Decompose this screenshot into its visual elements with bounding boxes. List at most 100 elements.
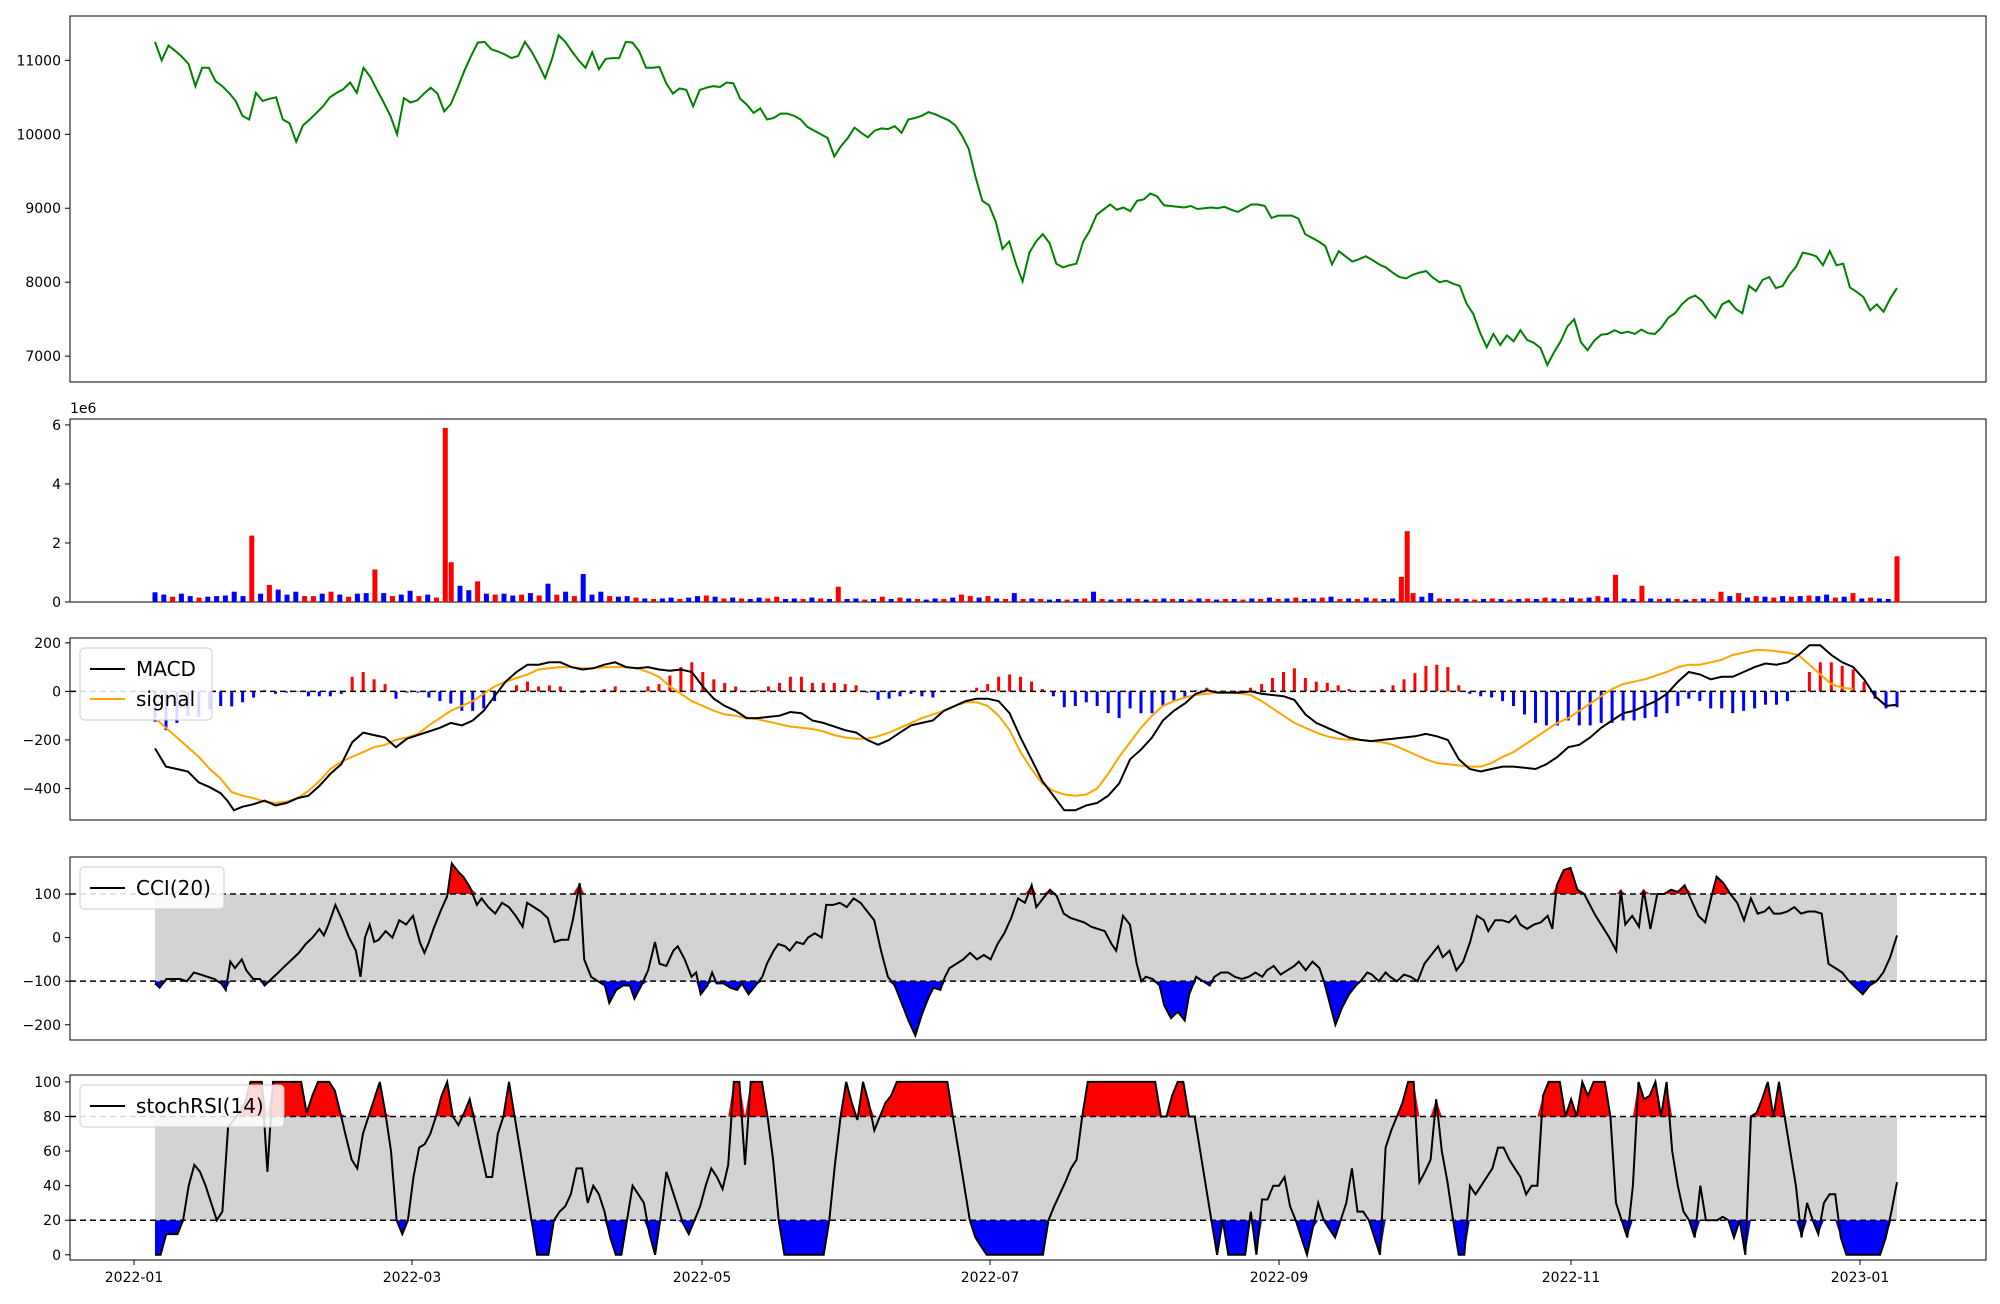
macd-histogram-bar <box>1457 685 1461 692</box>
volume-bar <box>240 596 246 602</box>
volume-bar <box>906 598 912 602</box>
volume-bar <box>747 599 753 602</box>
macd-histogram-bar <box>460 691 464 711</box>
volume-bar <box>1275 599 1281 602</box>
volume-bar <box>1064 599 1070 602</box>
volume-bar <box>434 597 439 602</box>
macd-histogram-bar <box>405 691 409 693</box>
macd-histogram-bar <box>810 682 814 692</box>
y-tick-label: 6 <box>52 418 61 434</box>
y-tick-label: −100 <box>23 974 61 990</box>
macd-histogram-bar <box>679 667 683 692</box>
macd-histogram-bar <box>788 676 792 692</box>
volume-bar <box>1284 598 1290 602</box>
volume-bar <box>1824 594 1830 602</box>
volume-bar <box>1595 596 1601 602</box>
volume-bar <box>1161 598 1167 602</box>
volume-bar <box>1797 596 1803 602</box>
volume-bar <box>1143 599 1149 602</box>
volume-bar <box>1472 599 1478 602</box>
volume-bar <box>381 593 387 602</box>
volume-bar <box>1310 598 1316 602</box>
macd-histogram-bar <box>723 682 727 692</box>
macd-histogram-bar <box>799 676 803 692</box>
y-tick-label: 0 <box>52 595 61 611</box>
volume-bar <box>1876 598 1882 602</box>
volume-bar <box>1806 595 1812 602</box>
volume-bar <box>1569 597 1574 602</box>
volume-bar <box>1205 599 1211 602</box>
volume-bar <box>1533 599 1539 602</box>
volume-bar <box>1152 599 1158 602</box>
volume-bar <box>1648 598 1654 602</box>
y-tick-label: 9000 <box>25 201 61 217</box>
volume-bar <box>214 596 220 602</box>
macd-histogram-bar <box>1544 691 1548 726</box>
volume-bar <box>483 593 489 602</box>
macd-histogram-bar <box>1555 691 1559 726</box>
macd-histogram-bar <box>1336 685 1340 692</box>
volume-bar <box>1481 599 1486 602</box>
macd-histogram-bar <box>843 684 847 692</box>
macd-histogram-bar <box>285 691 288 693</box>
volume-bar <box>510 595 516 602</box>
macd-histogram-bar <box>1008 674 1012 692</box>
macd-histogram-bar <box>920 691 924 697</box>
volume-bar <box>818 598 824 602</box>
volume-bar <box>598 591 604 602</box>
volume-bar <box>554 594 560 602</box>
volume-bar <box>1868 597 1874 602</box>
macd-histogram-bar <box>328 691 332 697</box>
macd-histogram-bar <box>734 686 738 692</box>
macd-histogram-bar <box>230 691 234 707</box>
macd-histogram-bar <box>1347 689 1351 692</box>
volume-bar <box>1249 598 1255 602</box>
macd-histogram-bar <box>602 689 606 692</box>
volume-bar <box>1108 599 1114 602</box>
x-tick-label: 2022-11 <box>1542 1270 1601 1286</box>
volume-bar <box>800 599 806 602</box>
macd-histogram-bar <box>449 691 453 704</box>
volume-bar <box>1319 597 1325 602</box>
macd-histogram-bar <box>1665 691 1669 714</box>
volume-bar <box>1178 599 1184 602</box>
macd-histogram-bar <box>317 691 321 697</box>
volume-bar <box>1454 598 1460 602</box>
y-tick-label: 60 <box>43 1144 61 1160</box>
volume-bar <box>950 597 956 602</box>
volume-bar <box>275 589 281 602</box>
volume-bar <box>319 593 325 602</box>
series-line-macd <box>154 644 1898 812</box>
volume-bar <box>994 598 1000 602</box>
volume-bar <box>932 598 938 602</box>
macd-histogram-bar <box>1654 691 1658 717</box>
macd-histogram-bar <box>1106 691 1110 714</box>
volume-bar <box>730 597 736 602</box>
macd-histogram-bar <box>1566 691 1570 721</box>
macd-histogram-bar <box>1402 679 1406 692</box>
volume-bar <box>1815 596 1821 602</box>
macd-histogram-bar <box>558 686 562 692</box>
volume-bar <box>1489 598 1495 602</box>
volume-bar <box>475 581 481 602</box>
macd-histogram-bar <box>1742 691 1746 711</box>
macd-histogram-bar <box>1424 665 1428 692</box>
y-tick-label: −200 <box>23 1018 61 1034</box>
volume-bar <box>642 598 648 602</box>
macd-histogram-bar <box>1534 691 1537 723</box>
macd-histogram-bar <box>657 684 661 692</box>
volume-bar <box>1372 598 1378 602</box>
macd-histogram-bar <box>1785 691 1789 702</box>
macd-histogram-bar <box>1523 691 1526 715</box>
macd-histogram-bar <box>1676 691 1680 706</box>
macd-histogram-bar <box>613 686 617 692</box>
volume-bar <box>1020 599 1026 602</box>
volume-bar <box>416 596 422 602</box>
volume-bar <box>765 598 771 602</box>
macd-histogram-bar <box>1128 691 1132 709</box>
volume-bar <box>1038 599 1044 602</box>
volume-bar <box>1692 599 1698 602</box>
macd-histogram-bar <box>701 672 705 692</box>
volume-bar <box>293 591 299 602</box>
